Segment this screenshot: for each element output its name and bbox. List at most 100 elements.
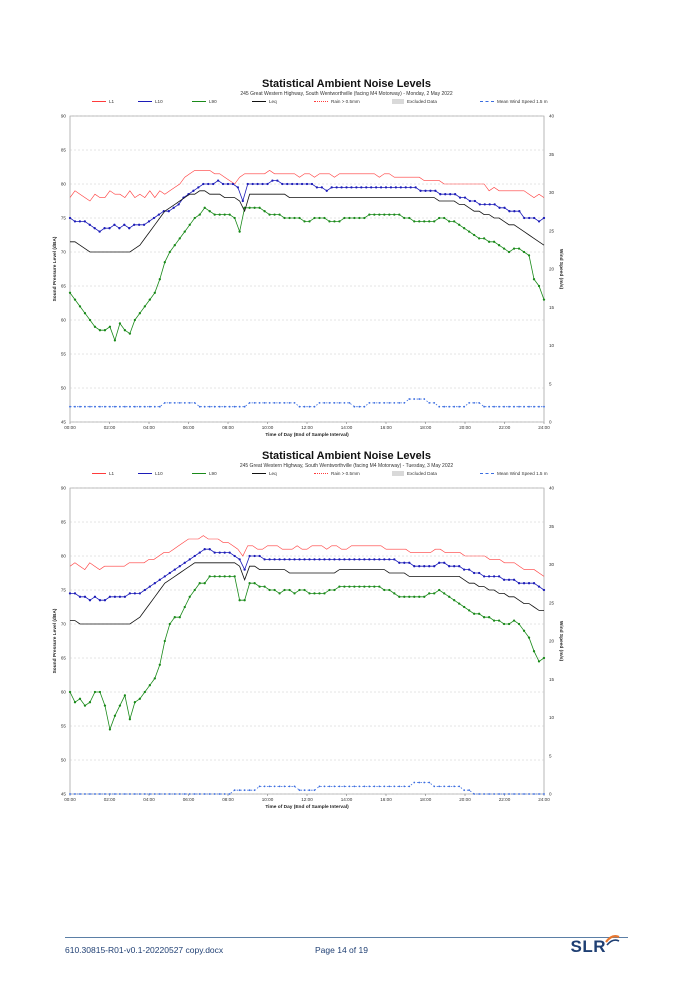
data-point-l90 [398,595,401,598]
data-point-l90 [103,704,107,707]
data-point-mean-wind-speed-1-5-m [543,405,545,408]
data-point-l10 [291,182,294,186]
x-axis-label: Time of Day (End of Sample Interval) [265,432,349,438]
data-point-l90 [303,220,306,223]
data-point-l10 [444,193,447,196]
data-point-l90 [113,714,117,717]
data-point-mean-wind-speed-1-5-m [283,401,286,404]
data-point-mean-wind-speed-1-5-m [89,793,91,795]
data-point-l10 [423,565,426,568]
data-point-mean-wind-speed-1-5-m [263,401,266,404]
data-point-mean-wind-speed-1-5-m [493,793,496,795]
data-point-mean-wind-speed-1-5-m [128,405,131,408]
data-point-l90 [482,237,486,240]
data-point-l10 [143,588,146,592]
data-point-l90 [273,213,276,216]
y2-tick-label: 40 [549,486,555,491]
data-point-l90 [408,595,411,598]
legend-item-excluded: Excluded Data [392,99,437,105]
data-point-l10 [263,558,266,561]
data-point-l90 [253,582,256,585]
legend-swatch-icon [480,473,494,475]
data-point-mean-wind-speed-1-5-m [208,793,211,795]
data-point-l10 [123,595,127,598]
data-point-mean-wind-speed-1-5-m [368,785,371,788]
data-point-l10 [418,565,421,568]
noise-chart-tuesday: Statistical Ambient Noise Levels 245 Gre… [40,444,653,816]
y2-axis-label: Wind Speed (m/s) [558,621,564,662]
data-point-l10 [78,220,82,223]
data-point-l90 [108,728,112,731]
data-point-mean-wind-speed-1-5-m [488,405,491,408]
data-point-l90 [453,599,456,602]
data-point-l90 [378,213,381,216]
data-point-l10 [167,210,170,213]
data-point-l90 [93,690,97,694]
data-point-l90 [143,305,146,308]
data-point-l10 [365,186,368,189]
x-tick-label: 06:00 [183,797,195,802]
data-point-mean-wind-speed-1-5-m [69,793,71,795]
data-point-l10 [473,199,477,203]
data-point-l10 [335,186,338,189]
data-point-mean-wind-speed-1-5-m [218,405,221,408]
data-point-mean-wind-speed-1-5-m [118,793,121,795]
data-point-l10 [276,179,279,182]
data-point-l10 [83,220,86,223]
chart-subtitle: 245 Great Western Highway, South Wentwor… [240,91,453,97]
data-point-l10 [293,558,296,561]
data-point-mean-wind-speed-1-5-m [148,405,151,408]
data-point-mean-wind-speed-1-5-m [458,785,461,788]
data-point-mean-wind-speed-1-5-m [523,405,525,408]
data-point-l10 [320,186,323,189]
data-point-l90 [258,585,261,588]
data-point-mean-wind-speed-1-5-m [388,401,391,404]
data-point-l10 [463,568,466,571]
data-point-mean-wind-speed-1-5-m [513,793,515,795]
data-point-l90 [532,278,536,281]
data-point-l90 [338,585,341,588]
data-point-l90 [318,592,321,595]
data-point-l10 [477,571,481,575]
data-point-l10 [148,585,151,588]
data-point-l10 [313,558,316,561]
data-point-l10 [368,558,371,561]
data-point-l90 [343,216,346,220]
x-tick-label: 04:00 [143,425,155,430]
y2-axis-label: Wind Speed (m/s) [558,249,564,290]
data-point-l10 [384,186,388,189]
data-point-l10 [113,223,116,226]
series-line-mean-wind-speed-1-5-m [70,398,544,408]
data-point-mean-wind-speed-1-5-m [258,785,261,788]
y-tick-label: 70 [61,622,67,627]
x-tick-label: 22:00 [499,425,511,430]
data-point-l10 [203,548,206,551]
data-point-l10 [308,558,311,561]
y-tick-label: 60 [61,318,67,323]
data-point-mean-wind-speed-1-5-m [428,401,431,404]
data-point-l90 [178,237,181,240]
data-point-mean-wind-speed-1-5-m [263,785,266,788]
data-point-l90 [472,612,476,615]
data-point-l10 [393,558,396,561]
data-point-l10 [283,558,286,561]
data-point-l10 [353,558,356,561]
data-point-l10 [449,193,452,196]
data-point-l10 [108,595,112,598]
data-point-l10 [512,578,516,581]
data-point-l90 [358,585,361,588]
data-point-l90 [273,588,276,592]
data-point-mean-wind-speed-1-5-m [248,789,251,792]
data-point-l90 [158,663,161,666]
data-point-l90 [323,216,326,220]
x-tick-label: 12:00 [301,425,313,430]
data-point-l90 [228,575,231,578]
data-point-l90 [522,629,526,632]
data-point-l10 [310,182,314,186]
data-point-mean-wind-speed-1-5-m [198,405,201,408]
data-point-l10 [218,551,221,554]
data-point-l10 [483,203,486,206]
x-tick-label: 24:00 [538,425,550,430]
data-point-l90 [68,690,72,694]
data-point-l90 [497,619,501,622]
